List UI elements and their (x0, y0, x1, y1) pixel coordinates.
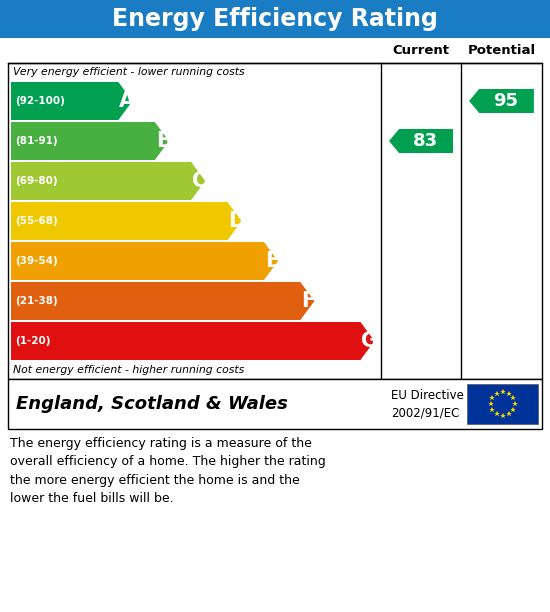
Polygon shape (11, 202, 241, 240)
Text: B: B (156, 131, 172, 151)
Text: A: A (119, 91, 135, 111)
Text: EU Directive
2002/91/EC: EU Directive 2002/91/EC (391, 389, 464, 419)
Polygon shape (11, 82, 133, 120)
Text: G: G (361, 331, 378, 351)
Polygon shape (11, 242, 278, 280)
Bar (467, 384, 538, 424)
Text: (39-54): (39-54) (15, 256, 58, 266)
Text: Current: Current (393, 44, 449, 57)
Text: (92-100): (92-100) (15, 96, 65, 106)
Polygon shape (11, 162, 205, 200)
Text: England, Scotland & Wales: England, Scotland & Wales (16, 395, 288, 413)
Polygon shape (11, 322, 375, 360)
Polygon shape (389, 129, 453, 153)
Text: Energy Efficiency Rating: Energy Efficiency Rating (112, 7, 438, 31)
Text: (21-38): (21-38) (15, 296, 58, 306)
Text: Not energy efficient - higher running costs: Not energy efficient - higher running co… (13, 365, 244, 375)
Text: 95: 95 (493, 92, 518, 110)
Text: (81-91): (81-91) (15, 136, 58, 146)
Text: (1-20): (1-20) (15, 336, 51, 346)
Text: F: F (301, 291, 316, 311)
Polygon shape (469, 89, 534, 113)
Text: C: C (192, 171, 207, 191)
Text: Potential: Potential (468, 44, 536, 57)
Text: (69-80): (69-80) (15, 176, 58, 186)
Text: The energy efficiency rating is a measure of the
overall efficiency of a home. T: The energy efficiency rating is a measur… (10, 437, 326, 506)
Bar (8, 63, 542, 379)
Text: D: D (229, 211, 246, 231)
Text: Very energy efficient - lower running costs: Very energy efficient - lower running co… (13, 67, 245, 77)
Bar (0, 0, 550, 38)
Polygon shape (11, 122, 169, 160)
Bar (8, 379, 542, 429)
Text: E: E (265, 251, 279, 271)
Polygon shape (11, 282, 315, 320)
Text: (55-68): (55-68) (15, 216, 58, 226)
Text: 83: 83 (412, 132, 438, 150)
